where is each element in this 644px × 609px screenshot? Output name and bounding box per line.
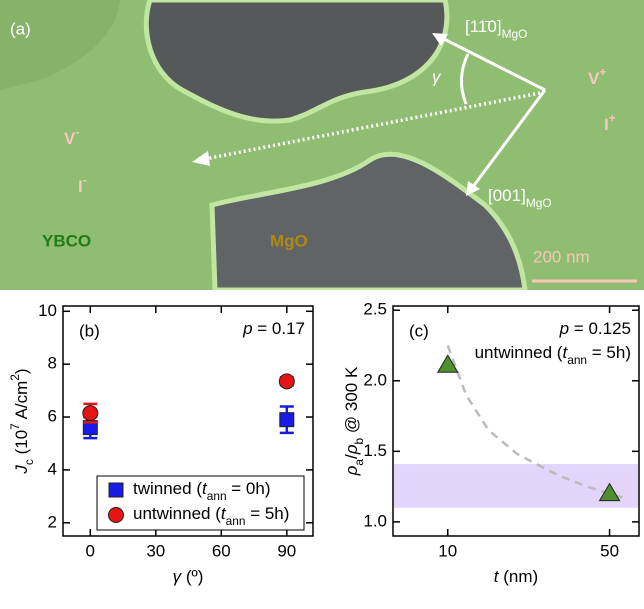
x-tick-label: 10	[438, 541, 457, 560]
x-tick-label: 90	[277, 541, 296, 560]
y-tick-label: 2	[48, 512, 57, 531]
text-part: )	[12, 368, 31, 374]
text-part: +	[609, 111, 616, 125]
annotation: untwinned (tann = 5h)	[475, 343, 631, 367]
text-part: -	[75, 125, 79, 139]
y-tick-label: 10	[38, 301, 57, 320]
y-tick-label: 1.5	[363, 441, 387, 460]
y-axis-label: Jc (107 A/cm2)	[8, 368, 36, 474]
text-part: [11̄0]	[465, 17, 502, 36]
text-part: @ 300 K	[342, 366, 361, 438]
text-part: untwinned (	[475, 343, 563, 362]
annotation: p = 0.17	[242, 319, 305, 338]
y-tick-label: 2.0	[363, 370, 387, 389]
y-tick-label: 8	[48, 354, 57, 373]
text-part: A/cm	[12, 381, 31, 424]
text-part: ann	[226, 514, 246, 528]
x-tick-label: 30	[146, 541, 165, 560]
text-part: (º)	[181, 567, 203, 586]
text-part: MgO	[526, 196, 552, 210]
text-part: = 5h)	[245, 504, 289, 523]
legend-marker	[109, 483, 123, 497]
text-part: [001]	[488, 186, 526, 205]
x-tick-label: 50	[600, 541, 619, 560]
text-part: ann	[207, 489, 227, 503]
text-part: +	[599, 65, 606, 79]
material-label: YBCO	[42, 231, 91, 250]
x-tick-label: 60	[212, 541, 231, 560]
x-axis-label: γ (º)	[173, 567, 204, 586]
text-part: ann	[567, 353, 587, 367]
text-part: (nm)	[499, 567, 539, 586]
text-part: = 0h)	[227, 479, 271, 498]
y-tick-label: 6	[48, 407, 57, 426]
text-part: = 0.17	[253, 319, 305, 338]
figure: (a)[11̄0]MgO[001]MgOγV+I+V-I-YBCOMgO200 …	[0, 0, 644, 609]
text-part: V	[588, 69, 600, 88]
legend-marker	[109, 508, 124, 523]
x-axis-label: t (nm)	[494, 567, 538, 586]
annotation: p = 0.125	[559, 319, 631, 338]
text-part: = 0.125	[569, 319, 631, 338]
panel-label: (a)	[10, 19, 31, 38]
y-tick-label: 4	[48, 459, 57, 478]
text-part: p	[559, 319, 569, 338]
y-tick-label: 1.0	[363, 511, 387, 530]
text-part: = 5h)	[587, 343, 631, 362]
marker	[280, 413, 294, 427]
text-part: -	[83, 173, 87, 187]
panel-label: (c)	[409, 321, 429, 340]
marker	[83, 406, 98, 421]
text-part: MgO	[502, 27, 528, 41]
x-tick-label: 0	[86, 541, 95, 560]
text-part: ρ	[342, 465, 361, 476]
text-part: (10	[12, 430, 31, 459]
scale-bar-label: 200 nm	[533, 247, 590, 266]
text-part: ρ	[342, 444, 361, 455]
material-label: MgO	[270, 231, 308, 250]
marker	[279, 374, 294, 389]
text-part: twinned (	[133, 479, 202, 498]
text-part: V	[64, 129, 76, 148]
panel-label: (b)	[79, 321, 100, 340]
text-part: J	[12, 465, 31, 475]
text-part: p	[242, 319, 252, 338]
text-part: untwinned (	[133, 504, 221, 523]
y-tick-label: 2.5	[363, 300, 387, 319]
shaded-band	[394, 464, 638, 508]
